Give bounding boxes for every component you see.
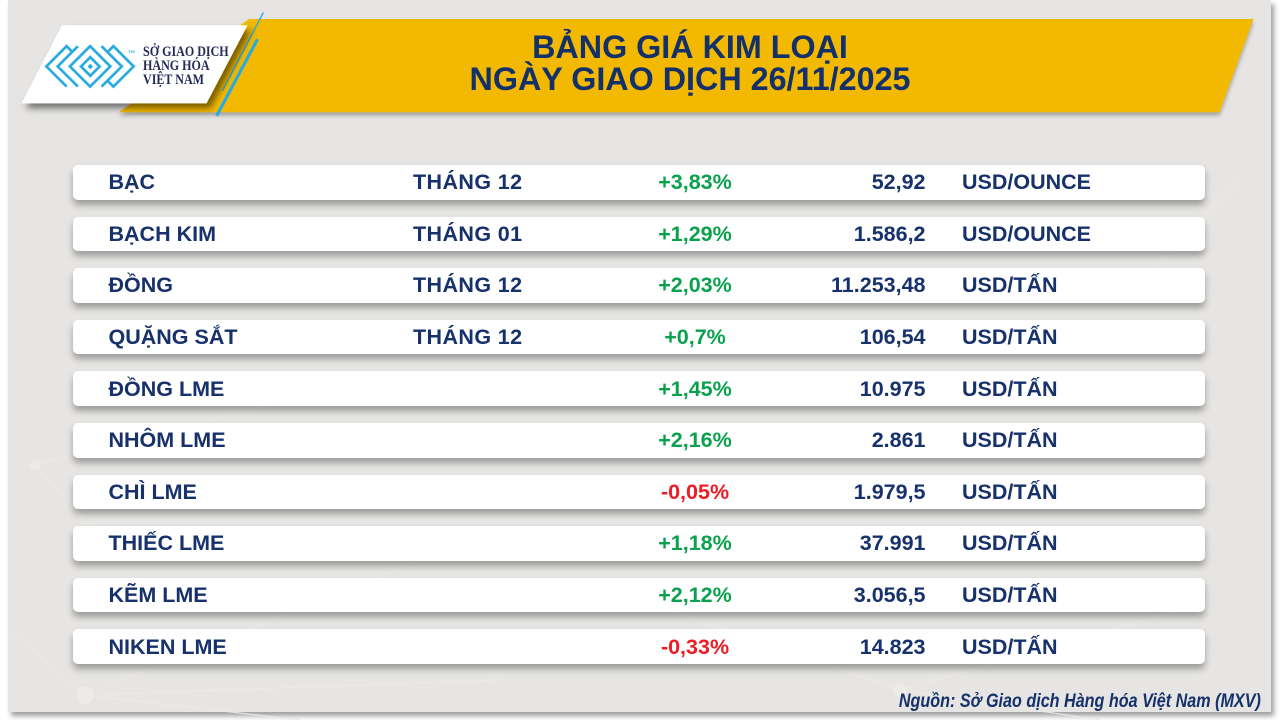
svg-text:™: ™ bbox=[128, 48, 136, 57]
